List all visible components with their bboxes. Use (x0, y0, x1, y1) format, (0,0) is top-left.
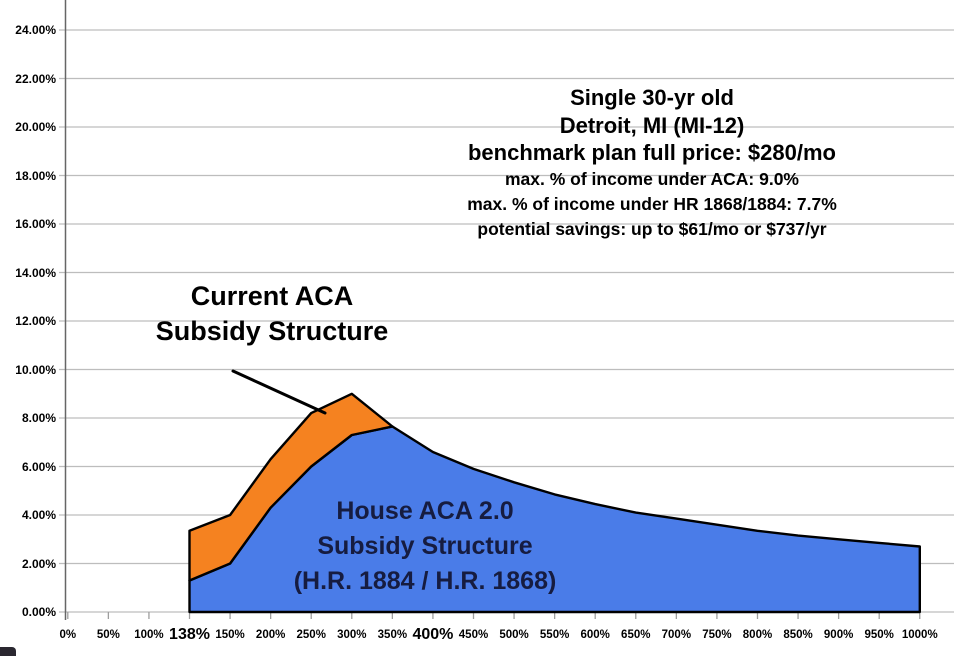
x-axis-label: 250% (296, 629, 326, 641)
x-axis-label: 450% (458, 629, 489, 641)
x-axis-label: 550% (539, 629, 570, 641)
x-axis-label: 600% (580, 629, 610, 641)
annotation-small-line: max. % of income under HR 1868/1884: 7.7… (467, 193, 837, 214)
x-axis-label: 850% (783, 629, 813, 641)
scenario-annotation: Single 30-yr old Detroit, MI (MI-12) bench… (467, 84, 837, 242)
x-axis-label: 100% (134, 629, 164, 641)
callout-current-line: Subsidy Structure (155, 315, 389, 346)
corner-artifact (0, 647, 16, 656)
callout-house-line: Subsidy Structure (317, 532, 533, 560)
x-axis-label: 138% (169, 626, 210, 643)
x-axis-label: 800% (742, 629, 773, 641)
x-axis-label: 0% (59, 629, 77, 641)
annotation-big-line: Single 30-yr old (570, 85, 734, 110)
y-axis-label: 22.00% (15, 71, 56, 86)
x-axis-label: 1000% (901, 629, 938, 641)
y-axis-label: 0.00% (21, 605, 56, 619)
y-axis-label: 6.00% (21, 459, 56, 474)
x-axis-label: 200% (255, 629, 286, 641)
x-axis-label: 300% (337, 629, 367, 641)
callout-house-line: (H.R. 1884 / H.R. 1868) (293, 567, 557, 595)
x-axis-label: 950% (864, 629, 894, 641)
x-axis-label: 50% (96, 629, 120, 641)
annotation-small-line: max. % of income under ACA: 9.0% (505, 168, 799, 189)
x-axis-label: 700% (661, 629, 692, 641)
y-axis-label: 2.00% (21, 556, 56, 571)
x-axis-label: 750% (702, 629, 732, 641)
y-axis-label: 4.00% (21, 508, 56, 522)
y-axis-label: 24.00% (15, 23, 56, 37)
x-axis-label: 900% (823, 629, 854, 641)
annotation-big-line: Detroit, MI (MI-12) (559, 112, 745, 138)
annotation-big-line: benchmark plan full price: $280/mo (467, 140, 836, 165)
annotation-small-line: potential savings: up to $61/mo or $737/… (477, 218, 827, 239)
x-axis-label: 350% (377, 629, 408, 641)
callout-house-aca: House ACA 2.0 Subsidy Structure (H.R. 1884… (294, 494, 557, 599)
x-axis-label: 500% (499, 629, 529, 641)
y-axis-label: 10.00% (15, 362, 56, 377)
y-axis-label: 16.00% (15, 217, 56, 231)
y-axis-label: 20.00% (15, 120, 56, 134)
y-axis-label: 18.00% (15, 168, 56, 183)
callout-current-aca: Current ACA Subsidy Structure (156, 279, 389, 348)
x-axis-label: 400% (412, 626, 454, 643)
callout-house-line: House ACA 2.0 (336, 497, 514, 525)
area-current-aca (188, 392, 394, 582)
y-axis-label: 8.00% (21, 411, 56, 425)
y-axis-label: 14.00% (15, 265, 56, 280)
leader-line (231, 369, 327, 415)
callout-current-line: Current ACA (190, 281, 354, 311)
x-axis-label: 650% (621, 629, 651, 641)
y-axis-label: 12.00% (15, 314, 56, 328)
x-axis-label: 150% (215, 629, 245, 641)
